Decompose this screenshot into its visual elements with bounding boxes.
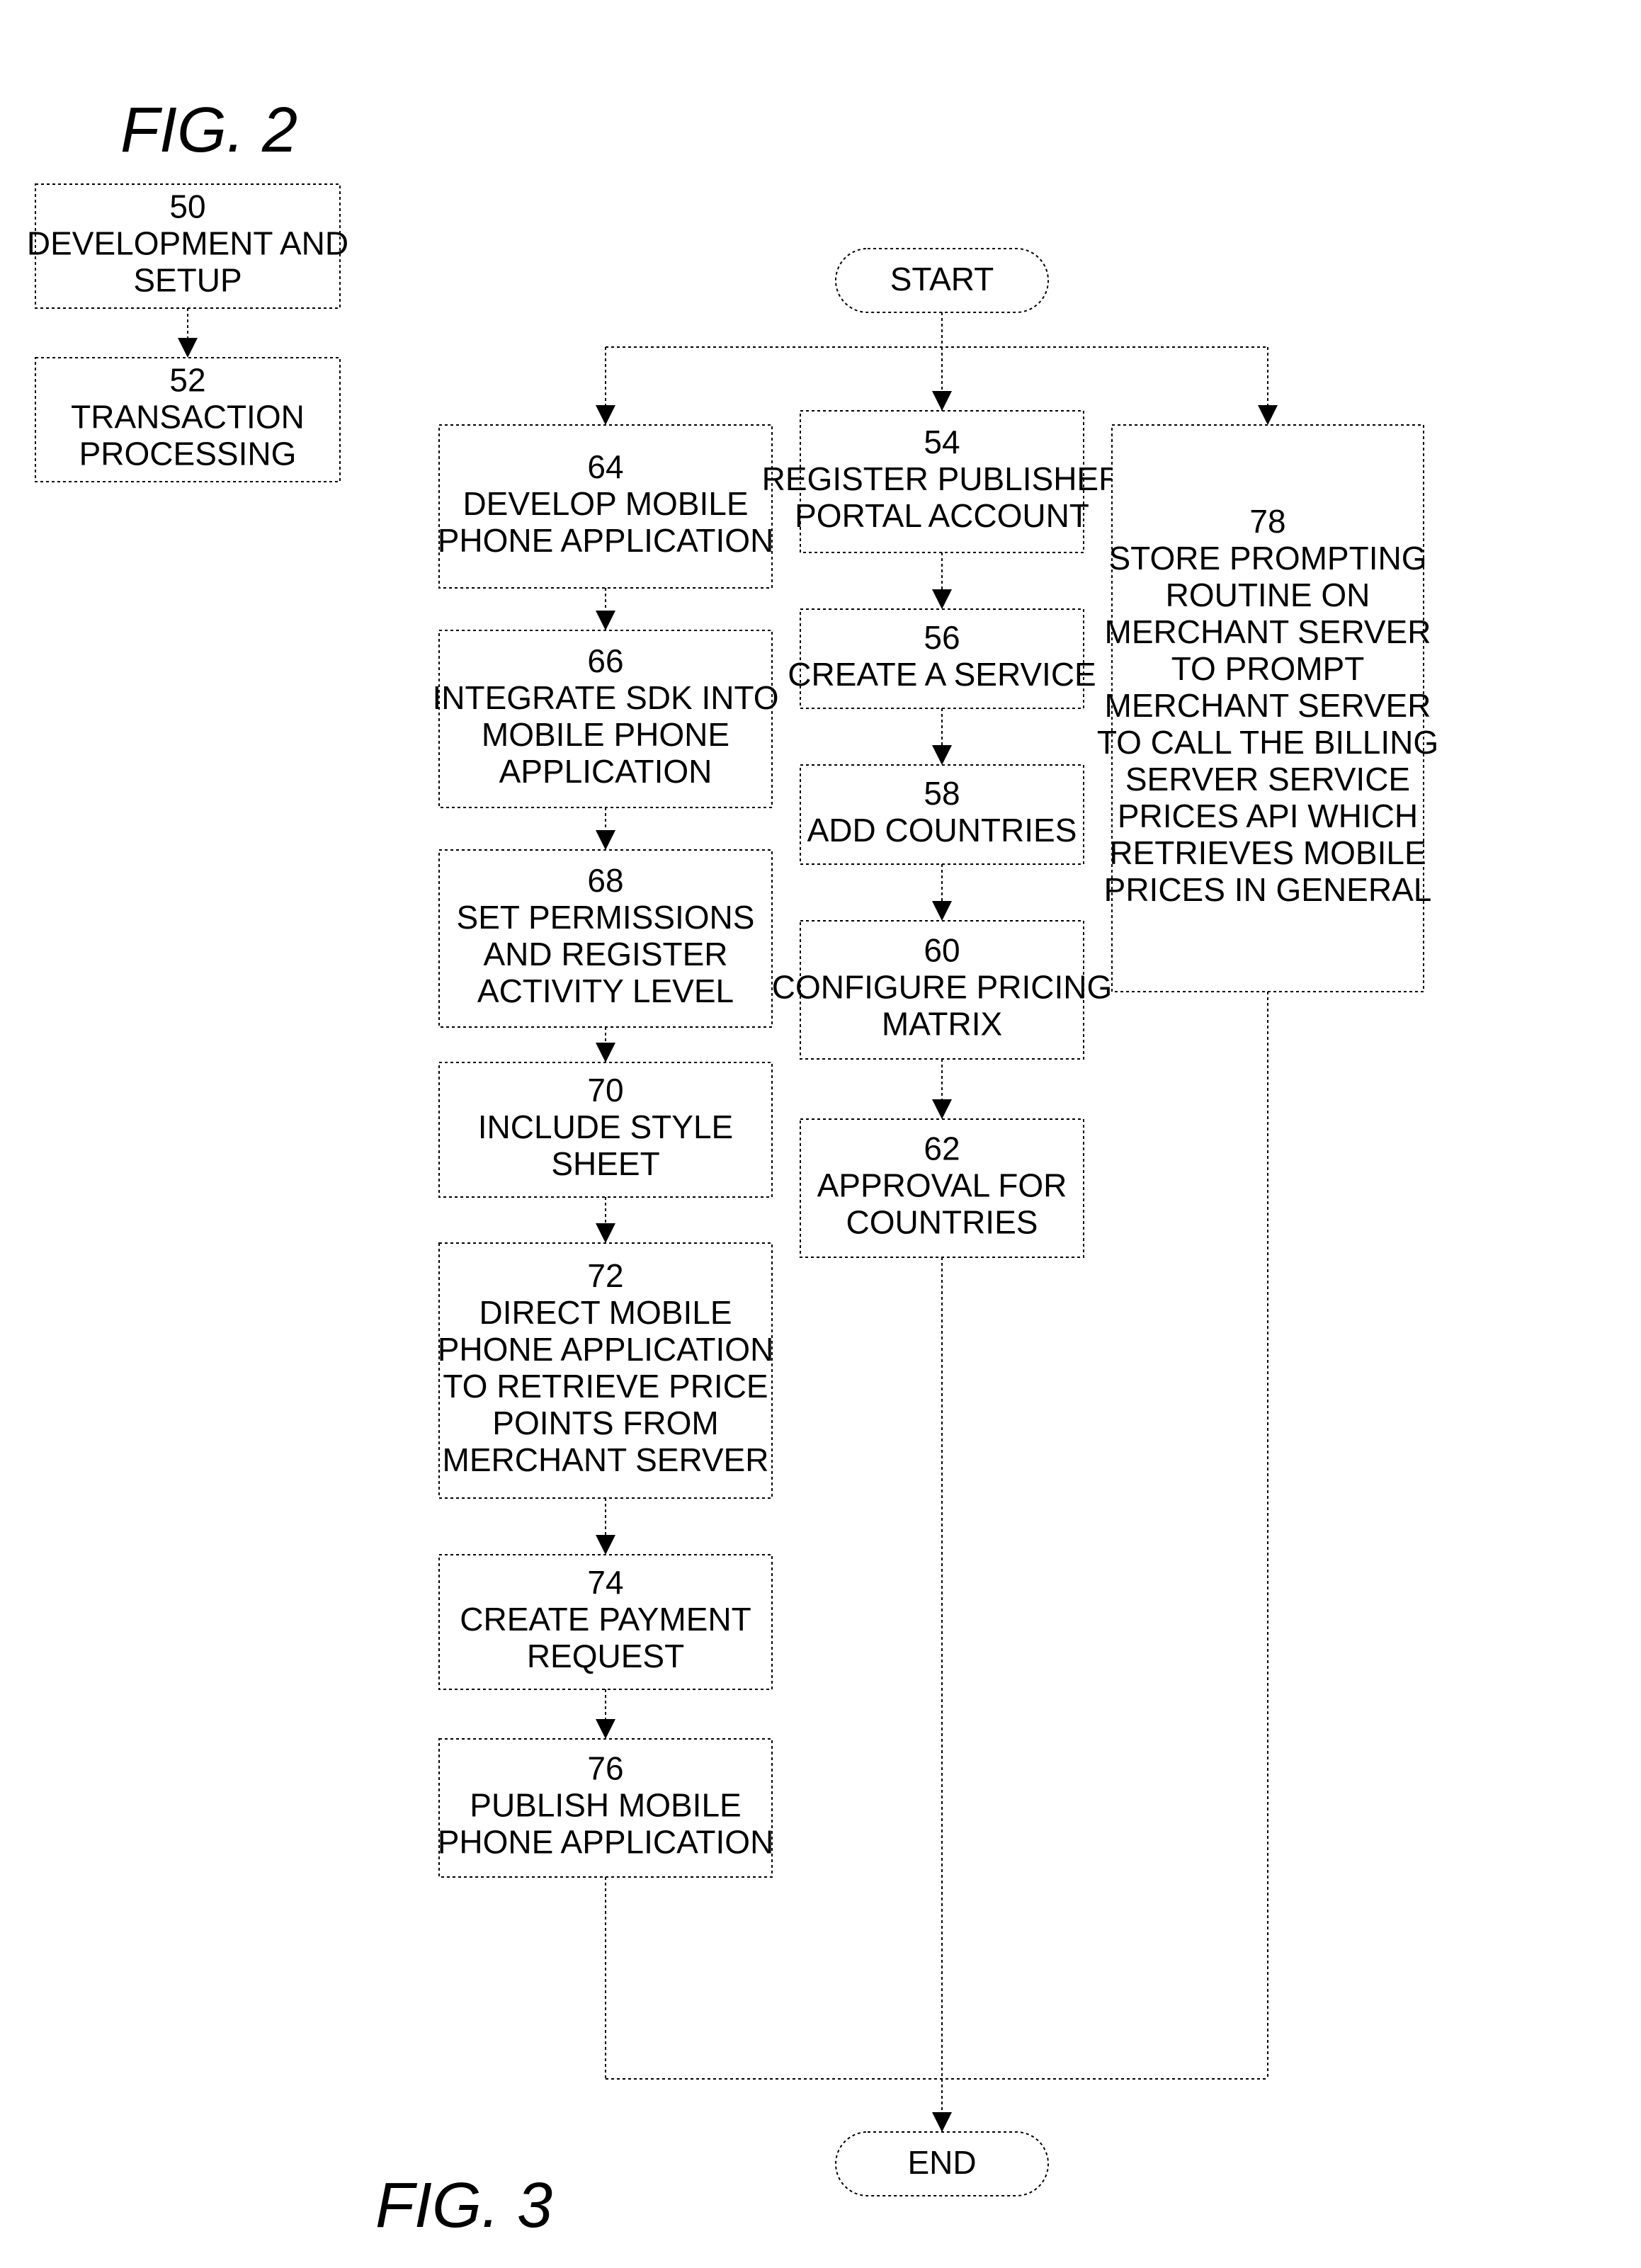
box-72-line-1: PHONE APPLICATION xyxy=(438,1331,774,1368)
box-50-num: 50 xyxy=(169,188,205,225)
box-60-num: 60 xyxy=(924,932,960,969)
box-52-num: 52 xyxy=(169,362,205,399)
box-68-line-1: AND REGISTER xyxy=(483,936,727,973)
box-74-line-0: CREATE PAYMENT xyxy=(460,1601,751,1638)
box-54-line-1: PORTAL ACCOUNT xyxy=(795,497,1089,534)
box-78-line-6: SERVER SERVICE xyxy=(1125,761,1410,798)
box-68-line-2: ACTIVITY LEVEL xyxy=(477,973,734,1009)
box-78-line-5: TO CALL THE BILLING xyxy=(1097,724,1438,761)
box-78-line-8: RETRIEVES MOBILE xyxy=(1109,834,1426,871)
box-50-line-0: DEVELOPMENT AND xyxy=(27,225,348,262)
box-64-line-0: DEVELOP MOBILE xyxy=(462,485,748,522)
box-68-num: 68 xyxy=(587,862,623,899)
box-66-num: 66 xyxy=(587,642,623,679)
box-56-num: 56 xyxy=(924,619,960,656)
box-62-line-0: APPROVAL FOR xyxy=(817,1167,1067,1204)
box-66-line-0: INTEGRATE SDK INTO xyxy=(432,679,778,716)
box-70-line-1: SHEET xyxy=(551,1145,659,1182)
box-70-line-0: INCLUDE STYLE xyxy=(478,1109,733,1145)
box-52-line-0: TRANSACTION xyxy=(71,399,305,436)
box-76-line-0: PUBLISH MOBILE xyxy=(470,1787,741,1824)
box-72-line-2: TO RETRIEVE PRICE xyxy=(443,1368,768,1405)
box-78-line-9: PRICES IN GENERAL xyxy=(1104,871,1432,908)
box-56-line-0: CREATE A SERVICE xyxy=(788,656,1096,693)
end-terminator-label: END xyxy=(907,2144,976,2181)
box-64-num: 64 xyxy=(587,448,623,485)
start-terminator-label: START xyxy=(890,261,994,297)
box-60-line-1: MATRIX xyxy=(882,1006,1002,1043)
box-78-line-4: MERCHANT SERVER xyxy=(1105,687,1431,724)
box-70-num: 70 xyxy=(587,1072,623,1109)
box-62-num: 62 xyxy=(924,1130,960,1167)
box-64-line-1: PHONE APPLICATION xyxy=(438,522,774,559)
fig-3-label: FIG. 3 xyxy=(375,2170,552,2241)
box-62-line-1: COUNTRIES xyxy=(846,1204,1038,1241)
box-72-line-4: MERCHANT SERVER xyxy=(443,1441,769,1478)
box-72-line-3: POINTS FROM xyxy=(492,1405,718,1441)
box-66-line-1: MOBILE PHONE xyxy=(482,716,729,753)
box-76-num: 76 xyxy=(587,1750,623,1787)
box-58-num: 58 xyxy=(924,775,960,812)
box-78-line-7: PRICES API WHICH xyxy=(1118,798,1418,834)
box-72-num: 72 xyxy=(587,1257,623,1294)
fig-2-label: FIG. 2 xyxy=(120,95,297,166)
box-78-num: 78 xyxy=(1249,503,1285,540)
box-60-line-0: CONFIGURE PRICING xyxy=(772,969,1112,1006)
box-78-line-3: TO PROMPT xyxy=(1171,650,1365,687)
box-52-line-1: PROCESSING xyxy=(79,436,297,472)
box-72-line-0: DIRECT MOBILE xyxy=(479,1294,732,1331)
box-74-line-1: REQUEST xyxy=(527,1638,684,1674)
box-54-num: 54 xyxy=(924,424,960,460)
box-78-line-2: MERCHANT SERVER xyxy=(1105,613,1431,650)
box-78-line-1: ROUTINE ON xyxy=(1166,577,1370,613)
box-78-line-0: STORE PROMPTING xyxy=(1109,540,1427,577)
box-74-num: 74 xyxy=(587,1564,623,1601)
box-76-line-1: PHONE APPLICATION xyxy=(438,1824,774,1861)
box-68-line-0: SET PERMISSIONS xyxy=(457,899,755,936)
box-58-line-0: ADD COUNTRIES xyxy=(807,812,1077,849)
box-50-line-1: SETUP xyxy=(133,262,242,299)
box-66-line-2: APPLICATION xyxy=(499,753,712,790)
box-54-line-0: REGISTER PUBLISHER xyxy=(762,460,1123,497)
